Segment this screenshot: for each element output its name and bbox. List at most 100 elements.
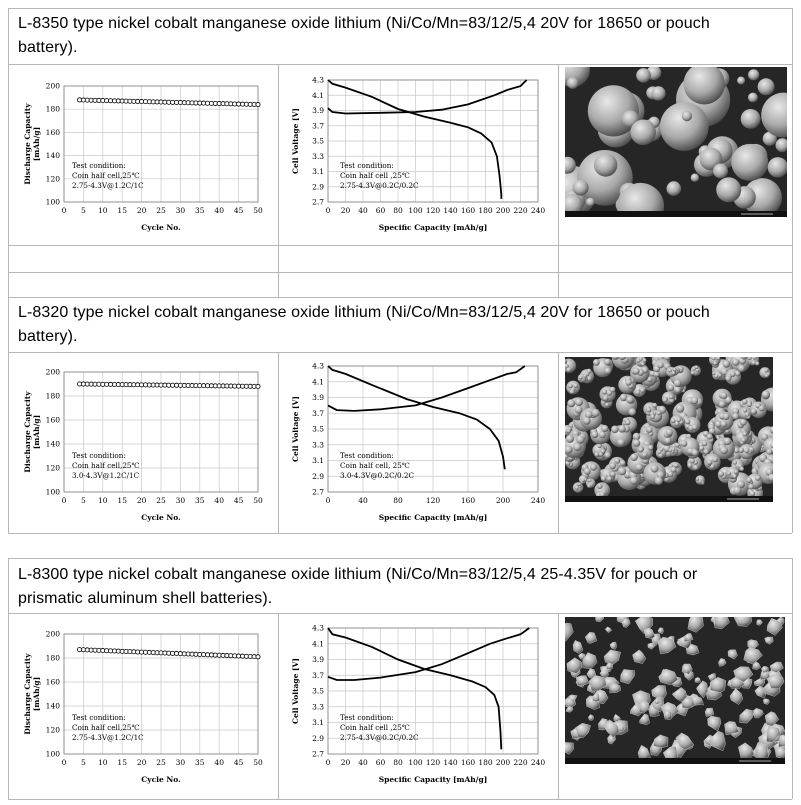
x-tick-label: 20	[341, 758, 351, 767]
sem-particle	[613, 713, 621, 722]
sem-particle	[617, 182, 664, 217]
sem-particle-lobe	[589, 463, 597, 471]
product-title: L-8350 type nickel cobalt manganese oxid…	[18, 12, 788, 59]
sem-particle	[604, 626, 612, 633]
sem-particle-lobe	[693, 464, 699, 471]
sem-particle-lobe	[671, 418, 676, 423]
x-tick-label: 180	[478, 758, 493, 767]
x-tick-label: 160	[461, 496, 476, 505]
sem-particle-lobe	[722, 413, 730, 420]
sem-particle-lobe	[746, 477, 752, 483]
x-tick-label: 25	[156, 496, 166, 505]
test-condition-note: Coin half cell ,25℃	[340, 723, 410, 732]
sem-particle	[675, 732, 695, 751]
table-border-right	[792, 8, 793, 533]
y-tick-label: 140	[46, 440, 61, 449]
table-rule	[8, 64, 792, 65]
sem-particle	[575, 722, 591, 738]
sem-particle-lobe	[732, 407, 740, 415]
y-tick-label: 120	[46, 174, 61, 183]
sem-particle-lobe	[574, 398, 583, 407]
sem-particle	[737, 76, 746, 85]
sem-particle	[683, 67, 725, 105]
y-tick-label: 4.3	[312, 624, 324, 633]
sem-particle-lobe	[565, 434, 574, 443]
sem-particle-lobe	[746, 401, 752, 408]
y-tick-label: 180	[46, 392, 61, 401]
x-tick-label: 40	[358, 496, 368, 505]
x-tick-label: 30	[176, 206, 186, 215]
sem-particle-lobe	[703, 449, 709, 455]
test-condition-note: Test condition:	[340, 161, 394, 170]
sem-particle-lobe	[672, 367, 677, 372]
sem-particle	[609, 641, 617, 650]
sem-particle	[762, 131, 777, 146]
sem-particle-lobe	[587, 484, 591, 488]
sem-particle-lobe	[600, 475, 607, 482]
sem-particle	[659, 102, 709, 151]
x-tick-label: 120	[426, 206, 441, 215]
y-tick-label: 3.1	[312, 456, 324, 465]
y-tick-label: 3.3	[312, 152, 324, 161]
x-tick-label: 200	[496, 206, 511, 215]
sem-particle-lobe	[598, 431, 606, 439]
charge-curve	[327, 365, 526, 412]
x-tick-label: 0	[62, 206, 67, 215]
sem-particle-lobe	[605, 402, 610, 407]
x-tick-label: 15	[117, 206, 127, 215]
product-title-line: battery).	[18, 38, 78, 56]
sem-particle-lobe	[733, 469, 739, 475]
sem-particle	[577, 150, 633, 206]
plot-frame	[327, 365, 539, 493]
plot-frame	[327, 79, 539, 203]
sem-micrograph	[565, 617, 785, 764]
sem-particle-lobe	[770, 442, 773, 449]
table-border-top	[8, 558, 792, 559]
sem-particle-lobe	[657, 450, 662, 454]
sem-particle	[567, 77, 579, 89]
x-tick-label: 200	[496, 496, 511, 505]
y-tick-label: 3.7	[312, 671, 324, 680]
cycle-data-point	[255, 102, 261, 108]
x-tick-label: 200	[496, 758, 511, 767]
sem-particle-lobe	[569, 389, 575, 395]
table-rule	[8, 352, 792, 353]
x-tick-label: 0	[62, 496, 67, 505]
table-rule	[8, 245, 792, 246]
y-tick-label: 2.7	[312, 198, 324, 207]
sem-particle	[587, 714, 594, 721]
x-tick-label: 220	[513, 758, 528, 767]
sem-particle	[748, 92, 758, 103]
plot-frame	[63, 85, 259, 203]
y-tick-label: 2.9	[312, 472, 324, 481]
x-tick-label: 30	[176, 758, 186, 767]
sem-particle-lobe	[664, 437, 672, 445]
x-tick-label: 20	[137, 206, 147, 215]
sem-particle-lobe	[606, 390, 613, 396]
sem-particle-lobe	[574, 405, 583, 414]
table-border-bottom	[8, 799, 792, 800]
cycle-performance-chart: 100 120 140 160 180 200 0 5 10 15 20 25 30 35 40 45 50 Cy…	[23, 368, 263, 523]
sem-particle-lobe	[680, 440, 688, 447]
sem-particle-lobe	[575, 486, 579, 490]
sem-particle	[704, 707, 715, 718]
y-axis-label-unit: [mAh/g]	[32, 415, 41, 449]
charge-discharge-chart: 2.7 2.9 3.1 3.3 3.5 3.7 3.9 4.1 4.3 0 40 80 120 160 20…	[291, 362, 545, 523]
sem-particle	[696, 680, 709, 699]
sem-particle-lobe	[691, 424, 698, 431]
sem-particle	[593, 153, 618, 177]
discharge-curve	[327, 79, 503, 199]
x-tick-label: 5	[81, 496, 86, 505]
sem-particle-lobe	[718, 400, 726, 408]
cycle-data-point	[255, 654, 261, 660]
y-tick-label: 3.3	[312, 702, 324, 711]
sem-particle-lobe	[747, 357, 752, 360]
sem-particle-lobe	[584, 410, 593, 419]
sem-particle	[775, 138, 787, 153]
x-tick-label: 240	[531, 206, 546, 215]
sem-particle-lobe	[663, 357, 671, 361]
sem-particle	[630, 119, 656, 146]
sem-particle	[572, 179, 589, 196]
x-tick-label: 50	[253, 206, 263, 215]
table-col-rule	[278, 613, 279, 799]
